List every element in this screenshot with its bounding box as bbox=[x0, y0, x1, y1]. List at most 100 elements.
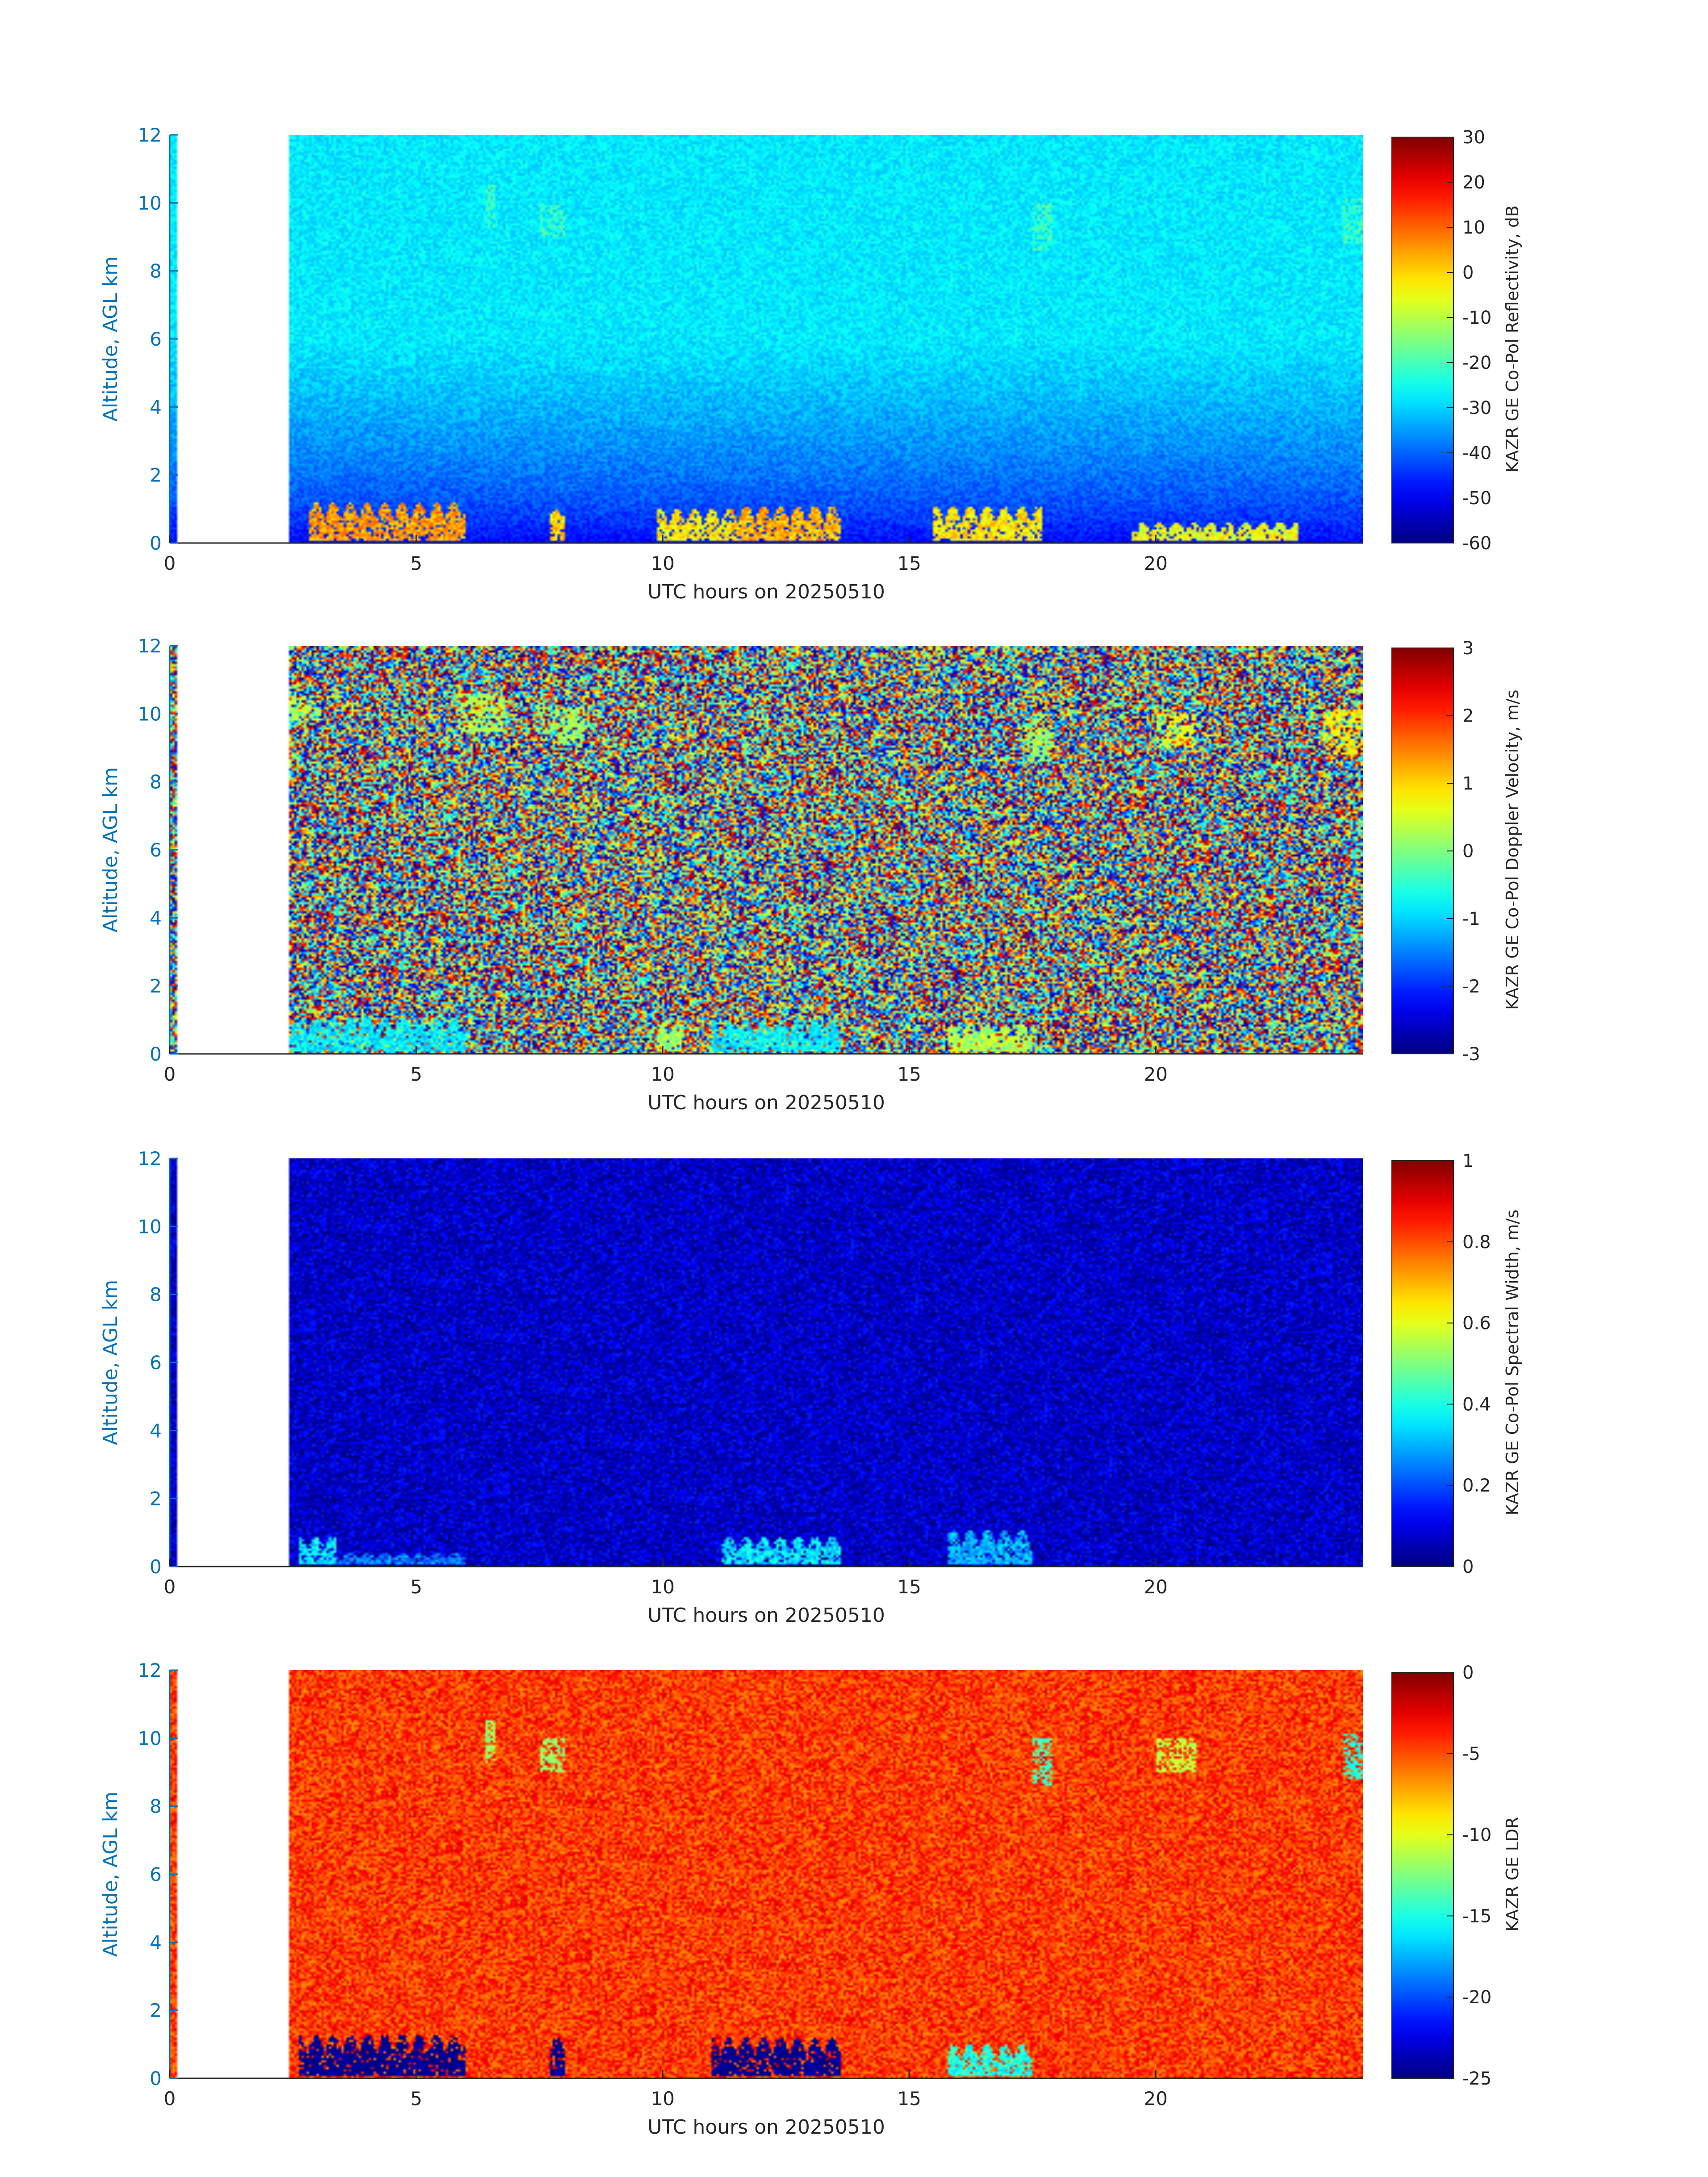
colorbar-tick-label: 0 bbox=[1462, 263, 1474, 283]
colorbar-tick-label: 0 bbox=[1462, 1557, 1474, 1577]
colorbar-label: KAZR GE Co-Pol Doppler Velocity, m/s bbox=[1503, 689, 1522, 1010]
colorbar-tick-label: 1 bbox=[1462, 1151, 1474, 1171]
colorbar-tick-label: -10 bbox=[1462, 1825, 1491, 1846]
colorbar-tick-label: 0 bbox=[1462, 841, 1474, 862]
panel-1: 0 2 4 6 8 10 12 0 5 10 15 20 UTC hours on 20250510 Al… bbox=[99, 124, 1522, 603]
y-tick-label: 10 bbox=[138, 1727, 162, 1749]
x-tick-label: 15 bbox=[897, 1063, 921, 1085]
x-tick-label: 20 bbox=[1144, 1063, 1168, 1085]
x-axis-label: UTC hours on 20250510 bbox=[647, 2116, 885, 2139]
y-tick-label: 8 bbox=[150, 260, 162, 282]
x-tick-label: 10 bbox=[651, 1063, 674, 1085]
colorbar-label: KAZR GE LDR bbox=[1503, 1817, 1522, 1931]
x-tick-label: 0 bbox=[164, 552, 176, 574]
y-tick-label: 4 bbox=[150, 907, 162, 929]
colorbar-tick-label: 30 bbox=[1462, 127, 1485, 148]
y-tick-label: 2 bbox=[150, 2000, 162, 2022]
x-axis-label: UTC hours on 20250510 bbox=[647, 1091, 885, 1114]
colorbar-tick-label: -25 bbox=[1462, 2068, 1491, 2089]
colorbar-gradient bbox=[1391, 137, 1454, 543]
x-tick-label: 0 bbox=[164, 1063, 176, 1085]
colorbar-tick-label: -60 bbox=[1462, 533, 1491, 554]
y-tick-label: 6 bbox=[150, 1352, 162, 1374]
colorbar-gradient bbox=[1391, 1672, 1454, 2079]
y-tick-label: 4 bbox=[150, 1420, 162, 1442]
x-tick-label: 5 bbox=[410, 1063, 422, 1085]
x-tick-label: 20 bbox=[1144, 1576, 1168, 1598]
y-tick-label: 0 bbox=[150, 1556, 162, 1578]
colorbar-tick-label: 10 bbox=[1462, 217, 1485, 238]
colorbar-label: KAZR GE Co-Pol Spectral Width, m/s bbox=[1503, 1209, 1522, 1515]
colorbar-tick-label: -15 bbox=[1462, 1906, 1491, 1926]
colorbar-tick-label: -40 bbox=[1462, 443, 1491, 464]
y-tick-label: 8 bbox=[150, 1796, 162, 1818]
colorbar-tick-label: 1 bbox=[1462, 773, 1474, 794]
colorbar-tick-label: -3 bbox=[1462, 1044, 1480, 1065]
colorbar-tick-label: 0.8 bbox=[1462, 1232, 1491, 1253]
x-axis-label: UTC hours on 20250510 bbox=[647, 1604, 885, 1627]
y-tick-label: 4 bbox=[150, 396, 162, 418]
y-tick-label: 6 bbox=[150, 839, 162, 861]
x-tick-label: 15 bbox=[897, 552, 921, 574]
colorbar: -3 -2 -1 0 1 2 3 KAZR GE Co-Pol Doppler Velocit… bbox=[1391, 638, 1522, 1065]
colorbar: 0 0.2 0.4 0.6 0.8 1 KAZR GE Co-Pol Spectral Wi… bbox=[1391, 1151, 1522, 1577]
x-tick-label: 5 bbox=[410, 2088, 422, 2110]
x-tick-label: 10 bbox=[651, 2088, 674, 2110]
colorbar-tick-label: -2 bbox=[1462, 977, 1480, 997]
y-tick-label: 6 bbox=[150, 1864, 162, 1885]
colorbar-tick-label: 20 bbox=[1462, 172, 1485, 193]
y-tick-label: 8 bbox=[150, 771, 162, 793]
y-tick-label: 12 bbox=[138, 1659, 162, 1681]
colorbar-tick-label: 2 bbox=[1462, 706, 1474, 727]
y-tick-label: 0 bbox=[150, 1043, 162, 1065]
heatmap-image bbox=[170, 646, 1363, 1054]
x-tick-label: 20 bbox=[1144, 2088, 1168, 2110]
y-tick-label: 12 bbox=[138, 1148, 162, 1170]
y-tick-label: 10 bbox=[138, 1216, 162, 1237]
y-tick-label: 6 bbox=[150, 328, 162, 350]
x-tick-label: 15 bbox=[897, 2088, 921, 2110]
colorbar-gradient bbox=[1391, 1160, 1454, 1567]
heatmap-image bbox=[170, 135, 1363, 543]
colorbar: -25 -20 -15 -10 -5 0 KAZR GE LDR bbox=[1391, 1663, 1522, 2089]
heatmap-image bbox=[170, 1670, 1363, 2078]
y-tick-label: 2 bbox=[150, 464, 162, 486]
x-tick-label: 0 bbox=[164, 2088, 176, 2110]
y-axis-label: Altitude, AGL km bbox=[99, 1792, 122, 1957]
x-tick-label: 10 bbox=[651, 1576, 674, 1598]
x-tick-label: 5 bbox=[410, 1576, 422, 1598]
colorbar: -60 -50 -40 -30 -20 -10 0 10 20 30 KAZR GE Co-Pol … bbox=[1391, 127, 1522, 554]
colorbar-tick-label: 3 bbox=[1462, 638, 1474, 659]
heatmap-image bbox=[170, 1158, 1363, 1567]
x-axis-label: UTC hours on 20250510 bbox=[647, 581, 885, 603]
y-tick-label: 10 bbox=[138, 703, 162, 725]
y-tick-label: 2 bbox=[150, 1488, 162, 1510]
colorbar-tick-label: 0.4 bbox=[1462, 1394, 1491, 1415]
panel-4: 0 2 4 6 8 10 12 0 5 10 15 20 UTC hours on 20250510 Al… bbox=[99, 1659, 1522, 2139]
y-tick-label: 8 bbox=[150, 1284, 162, 1306]
colorbar-tick-label: 0 bbox=[1462, 1663, 1474, 1683]
colorbar-tick-label: -20 bbox=[1462, 353, 1491, 373]
colorbar-tick-label: -30 bbox=[1462, 398, 1491, 418]
x-tick-label: 10 bbox=[651, 552, 674, 574]
y-axis-label: Altitude, AGL km bbox=[99, 256, 122, 422]
x-tick-label: 20 bbox=[1144, 552, 1168, 574]
colorbar-gradient bbox=[1391, 648, 1454, 1054]
y-tick-label: 12 bbox=[138, 124, 162, 146]
x-tick-label: 0 bbox=[164, 1576, 176, 1598]
colorbar-tick-label: -5 bbox=[1462, 1744, 1480, 1764]
colorbar-tick-label: 0.6 bbox=[1462, 1313, 1491, 1334]
y-tick-label: 0 bbox=[150, 532, 162, 554]
colorbar-tick-label: -10 bbox=[1462, 308, 1491, 328]
y-tick-label: 0 bbox=[150, 2068, 162, 2089]
x-tick-label: 15 bbox=[897, 1576, 921, 1598]
colorbar-tick-label: -50 bbox=[1462, 488, 1491, 509]
y-tick-label: 4 bbox=[150, 1931, 162, 1953]
y-tick-label: 12 bbox=[138, 635, 162, 657]
colorbar-tick-label: 0.2 bbox=[1462, 1475, 1491, 1496]
y-tick-label: 10 bbox=[138, 192, 162, 214]
x-tick-label: 5 bbox=[410, 552, 422, 574]
